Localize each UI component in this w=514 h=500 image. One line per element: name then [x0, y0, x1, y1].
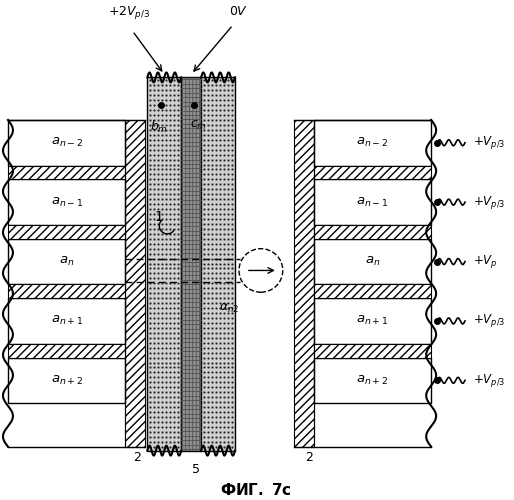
- Bar: [201, 78, 235, 450]
- Text: $a_{n-2}$: $a_{n-2}$: [356, 136, 389, 149]
- Text: $a_{n-1}$: $a_{n-1}$: [50, 196, 83, 208]
- Text: $+V_{p/3}$: $+V_{p/3}$: [473, 134, 505, 151]
- Text: $b_m$: $b_m$: [151, 119, 168, 135]
- Text: $a_{n+2}$: $a_{n+2}$: [50, 374, 83, 387]
- Text: $0V$: $0V$: [229, 5, 249, 18]
- Bar: [8, 120, 125, 166]
- Bar: [314, 120, 431, 166]
- Text: $\bfФИГ.\ 7с$: $\bfФИГ.\ 7с$: [220, 482, 292, 498]
- Bar: [125, 120, 145, 446]
- Bar: [314, 239, 431, 284]
- Bar: [8, 358, 125, 403]
- Text: $a_{n-1}$: $a_{n-1}$: [356, 196, 389, 208]
- Bar: [314, 358, 431, 403]
- Bar: [8, 225, 125, 239]
- Bar: [314, 344, 431, 357]
- Bar: [293, 120, 314, 446]
- Bar: [8, 239, 125, 284]
- Text: 2: 2: [134, 450, 141, 464]
- Text: $a_{n+2}$: $a_{n+2}$: [356, 374, 389, 387]
- Text: $+2V_{p/3}$: $+2V_{p/3}$: [108, 4, 151, 21]
- Bar: [8, 166, 125, 179]
- Text: $a_{n+1}$: $a_{n+1}$: [356, 314, 389, 328]
- Bar: [314, 225, 431, 239]
- Text: 1: 1: [155, 210, 164, 224]
- Text: $\alpha_{n2}$: $\alpha_{n2}$: [219, 302, 239, 315]
- Bar: [148, 78, 181, 450]
- Bar: [8, 298, 125, 344]
- Text: $+V_{p/3}$: $+V_{p/3}$: [473, 194, 505, 210]
- Text: $+V_{p/3}$: $+V_{p/3}$: [473, 372, 505, 389]
- Text: $a_{n-2}$: $a_{n-2}$: [50, 136, 83, 149]
- Bar: [181, 78, 201, 450]
- Text: 5: 5: [192, 464, 200, 476]
- Bar: [314, 166, 431, 179]
- Bar: [8, 180, 125, 225]
- Bar: [8, 344, 125, 357]
- Text: 2: 2: [305, 450, 313, 464]
- Text: $a_n$: $a_n$: [365, 255, 380, 268]
- Text: $+V_{p/3}$: $+V_{p/3}$: [473, 312, 505, 330]
- Bar: [8, 284, 125, 298]
- Text: $a_{n+1}$: $a_{n+1}$: [50, 314, 83, 328]
- Bar: [314, 284, 431, 298]
- Text: $a_n$: $a_n$: [59, 255, 75, 268]
- Text: $+V_p$: $+V_p$: [473, 253, 498, 270]
- Text: $c_m$: $c_m$: [190, 119, 207, 132]
- Bar: [314, 298, 431, 344]
- Bar: [314, 180, 431, 225]
